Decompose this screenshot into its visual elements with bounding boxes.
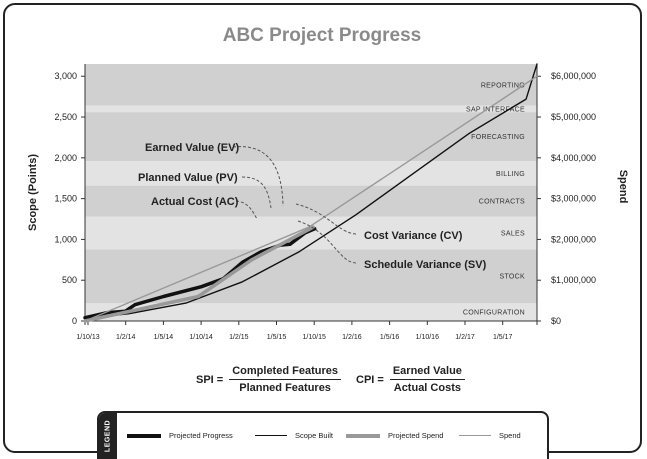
y-tick-label: 500 — [62, 275, 77, 285]
band-label: REPORTING — [481, 82, 525, 89]
legend-label: Projected Progress — [169, 431, 233, 440]
x-tick-label: 1/10/14 — [189, 334, 212, 341]
scope-band — [85, 64, 537, 106]
y2-tick-label: $3,000,000 — [551, 194, 596, 204]
y-tick-label: 0 — [72, 316, 77, 326]
band-label: SAP INTERFACE — [466, 106, 525, 113]
spi-numerator: Completed Features — [229, 365, 341, 380]
cpi-denominator: Actual Costs — [393, 382, 461, 394]
y-tick-label: 3,000 — [54, 71, 77, 81]
series-projected-spend — [83, 225, 315, 323]
y-tick-label: 1,000 — [54, 234, 77, 244]
annotation-label: Earned Value (EV) — [145, 142, 239, 154]
x-tick-label: 1/10/15 — [303, 334, 326, 341]
legend-label: Spend — [499, 431, 521, 440]
series-scope-built — [84, 63, 538, 320]
band-label: STOCK — [500, 274, 526, 281]
x-tick-label: 1/5/14 — [154, 334, 174, 341]
band-label: FORECASTING — [471, 134, 525, 141]
legend-title: LEGEND — [104, 419, 112, 453]
band-label: BILLING — [496, 171, 525, 178]
legend-swatch-projected-spend — [346, 433, 380, 438]
legend-swatch-projected-progress — [127, 433, 161, 438]
scope-band — [85, 112, 537, 162]
scope-band — [85, 105, 537, 113]
cpi-formula: CPI = Earned Value Actual Costs — [356, 365, 465, 394]
x-tick-label: 1/5/17 — [493, 334, 513, 341]
legend-item-projected-spend: Projected Spend — [346, 431, 443, 440]
x-tick-label: 1/2/14 — [116, 334, 136, 341]
spi-denominator: Planned Features — [239, 382, 331, 394]
scope-band — [85, 303, 537, 321]
scope-band — [85, 161, 537, 186]
cpi-numerator: Earned Value — [389, 365, 465, 380]
series-spend — [84, 75, 538, 322]
annotation-label: Actual Cost (AC) — [151, 196, 239, 208]
cpi-label: CPI = — [356, 373, 384, 386]
annotation-label: Schedule Variance (SV) — [364, 259, 487, 271]
legend-swatch-scope-built — [255, 434, 287, 437]
legend: LEGEND Projected Progress Scope Built Pr… — [97, 411, 549, 459]
annotation-label: Planned Value (PV) — [138, 172, 238, 184]
y-axis-title: Scope (Points) — [27, 154, 39, 231]
annotation-leader — [232, 146, 284, 207]
legend-item-projected-progress: Projected Progress — [127, 431, 233, 440]
y2-tick-label: $4,000,000 — [551, 153, 596, 163]
y2-tick-label: $6,000,000 — [551, 71, 596, 81]
x-tick-label: 1/5/15 — [267, 334, 287, 341]
band-label: CONFIGURATION — [463, 310, 525, 317]
y-tick-label: 2,000 — [54, 153, 77, 163]
legend-tab: LEGEND — [99, 413, 117, 459]
y2-tick-label: $1,000,000 — [551, 275, 596, 285]
x-tick-label: 1/5/16 — [380, 334, 400, 341]
x-tick-label: 1/2/16 — [342, 334, 362, 341]
y2-tick-label: $5,000,000 — [551, 112, 596, 122]
annotation-leader — [235, 200, 258, 220]
x-tick-label: 1/2/15 — [229, 334, 249, 341]
scope-band — [85, 249, 537, 304]
legend-label: Scope Built — [295, 431, 333, 440]
legend-swatch-spend — [459, 434, 491, 437]
scope-band — [85, 185, 537, 217]
band-label: SALES — [501, 230, 525, 237]
y2-axis-title: Spend — [617, 170, 629, 204]
annotation-leader — [297, 220, 357, 264]
y2-tick-label: $0 — [551, 316, 561, 326]
chart-title: ABC Project Progress — [223, 25, 422, 46]
x-tick-label: 1/2/17 — [455, 334, 475, 341]
band-label: CONTRACTS — [479, 199, 525, 206]
y-tick-label: 2,500 — [54, 112, 77, 122]
spi-formula: SPI = Completed Features Planned Feature… — [196, 365, 341, 394]
y-tick-label: 1,500 — [54, 194, 77, 204]
annotation-label: Cost Variance (CV) — [364, 230, 463, 242]
x-tick-label: 1/10/13 — [76, 334, 99, 341]
legend-label: Projected Spend — [388, 431, 444, 440]
y2-tick-label: $2,000,000 — [551, 234, 596, 244]
legend-item-scope-built: Scope Built — [255, 431, 333, 440]
spi-label: SPI = — [196, 373, 224, 386]
x-tick-label: 1/10/16 — [416, 334, 439, 341]
legend-item-spend: Spend — [459, 431, 521, 440]
